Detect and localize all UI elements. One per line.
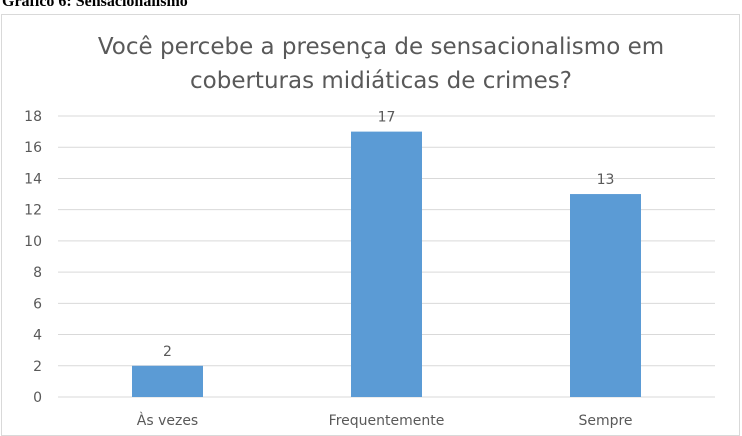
- chart-title-line-1: Você percebe a presença de sensacionalis…: [98, 34, 664, 60]
- x-tick-label: Às vezes: [137, 412, 198, 429]
- y-tick-label: 0: [33, 390, 42, 406]
- y-axis-ticks: 0 2 4 6 8 10 12 14 16 18: [24, 109, 42, 406]
- x-tick-label: Sempre: [578, 413, 632, 429]
- data-label: 13: [597, 172, 615, 188]
- y-tick-label: 10: [24, 234, 42, 250]
- y-tick-label: 12: [24, 203, 42, 219]
- y-tick-label: 2: [33, 359, 42, 375]
- y-tick-label: 14: [24, 171, 42, 187]
- x-tick-label: Frequentemente: [329, 413, 445, 429]
- y-tick-label: 18: [24, 109, 42, 125]
- bar-Frequentemente: [351, 131, 422, 397]
- y-tick-label: 6: [33, 296, 42, 312]
- figure-caption: Gráfico 6: Sensacionalismo: [2, 0, 188, 10]
- bar-Sempre: [570, 194, 641, 397]
- y-tick-label: 8: [33, 265, 42, 281]
- y-tick-label: 16: [24, 140, 42, 156]
- bar-Às vezes: [132, 365, 203, 397]
- y-tick-label: 4: [33, 328, 42, 344]
- bars: [132, 131, 641, 397]
- data-labels: 2 17 13: [163, 110, 614, 360]
- data-label: 2: [163, 344, 172, 360]
- data-label: 17: [378, 110, 396, 126]
- x-axis-ticks: Às vezes Frequentemente Sempre: [137, 412, 633, 429]
- chart-title-line-2: coberturas midiáticas de crimes?: [190, 68, 572, 94]
